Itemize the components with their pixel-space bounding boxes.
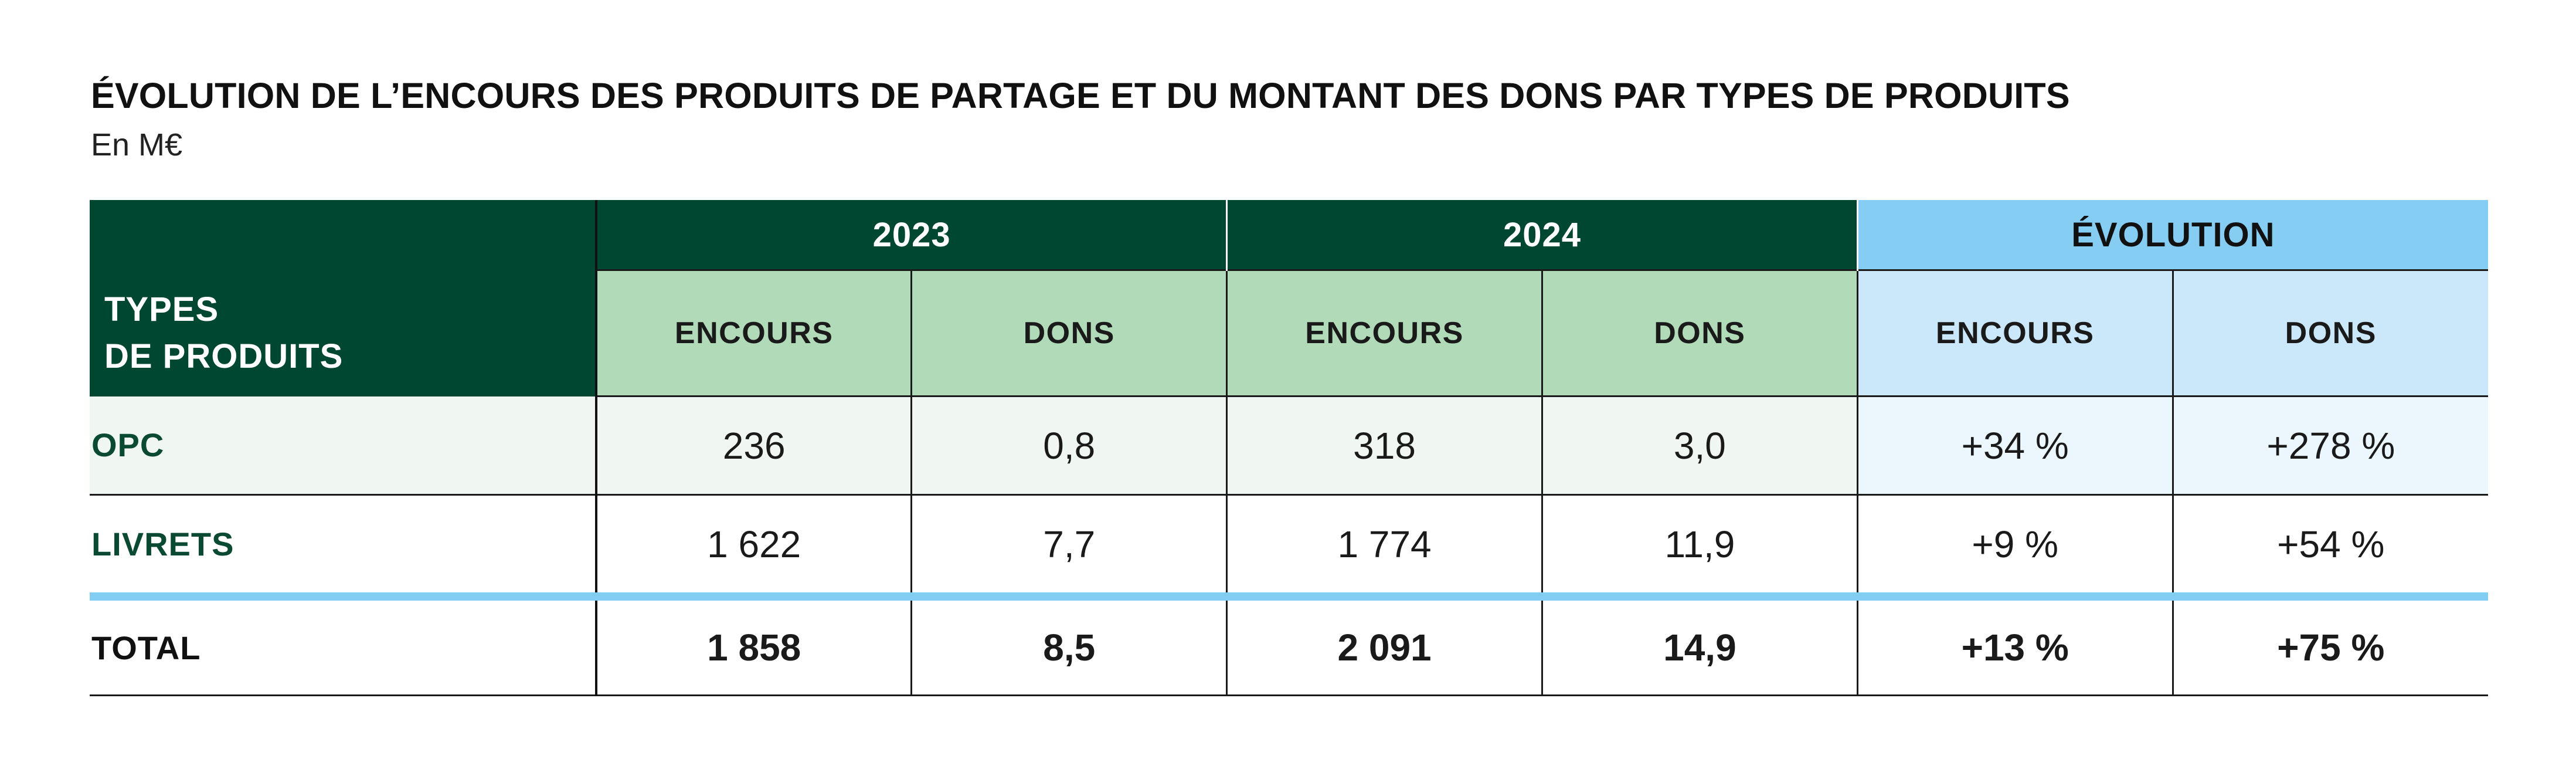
header-row-subcolumns: ENCOURS DONS ENCOURS DONS ENCOURS DONS	[90, 269, 2488, 397]
table-title: ÉVOLUTION DE L’ENCOURS DES PRODUITS DE P…	[91, 76, 2070, 116]
cell-value: +75 %	[2173, 597, 2488, 696]
subheader-2023-encours: ENCOURS	[596, 269, 913, 397]
products-table: TYPES DE PRODUITS 2023 2024 ÉVOLUTION EN…	[90, 200, 2488, 696]
row-label-livrets: LIVRETS	[90, 494, 598, 601]
cell-value: 0,8	[911, 396, 1228, 496]
table-row: LIVRETS 1 622 7,7 1 774 11,9 +9 % +54 %	[90, 494, 2488, 601]
subheader-2024-encours: ENCOURS	[1226, 269, 1543, 397]
group-header-evolution: ÉVOLUTION	[1857, 200, 2488, 270]
row-label-opc: OPC	[90, 396, 598, 496]
group-header-2024: 2024	[1226, 200, 1858, 270]
table-row: OPC 236 0,8 318 3,0 +34 % +278 %	[90, 396, 2488, 496]
table-row-total: TOTAL 1 858 8,5 2 091 14,9 +13 % +75 %	[90, 597, 2488, 696]
cell-value: 14,9	[1542, 597, 1858, 696]
corner-header-line1: TYPES	[104, 290, 219, 328]
corner-header-line2: DE PRODUITS	[104, 337, 344, 375]
cell-value: 2 091	[1226, 597, 1543, 696]
cell-value: +54 %	[2173, 494, 2488, 601]
subheader-2023-dons: DONS	[911, 269, 1228, 397]
cell-value: +34 %	[1857, 396, 2174, 496]
cell-value: 236	[596, 396, 913, 496]
cell-value: +13 %	[1857, 597, 2174, 696]
cell-value: 3,0	[1542, 396, 1858, 496]
cell-value: 318	[1226, 396, 1543, 496]
subheader-2024-dons: DONS	[1542, 269, 1858, 397]
group-header-2023: 2023	[596, 200, 1228, 270]
cell-value: +9 %	[1857, 494, 2174, 601]
table-subtitle-unit: En M€	[91, 127, 183, 162]
cell-value: 1 858	[596, 597, 913, 696]
subheader-evolution-encours: ENCOURS	[1857, 269, 2174, 397]
cell-value: +278 %	[2173, 396, 2488, 496]
subheader-evolution-dons: DONS	[2173, 269, 2488, 397]
corner-header: TYPES DE PRODUITS	[90, 200, 598, 397]
cell-value: 1 622	[596, 494, 913, 601]
header-row-years: TYPES DE PRODUITS 2023 2024 ÉVOLUTION	[90, 200, 2488, 397]
cell-value: 7,7	[911, 494, 1228, 601]
cell-value: 8,5	[911, 597, 1228, 696]
row-label-total: TOTAL	[90, 597, 598, 696]
cell-value: 1 774	[1226, 494, 1543, 601]
cell-value: 11,9	[1542, 494, 1858, 601]
